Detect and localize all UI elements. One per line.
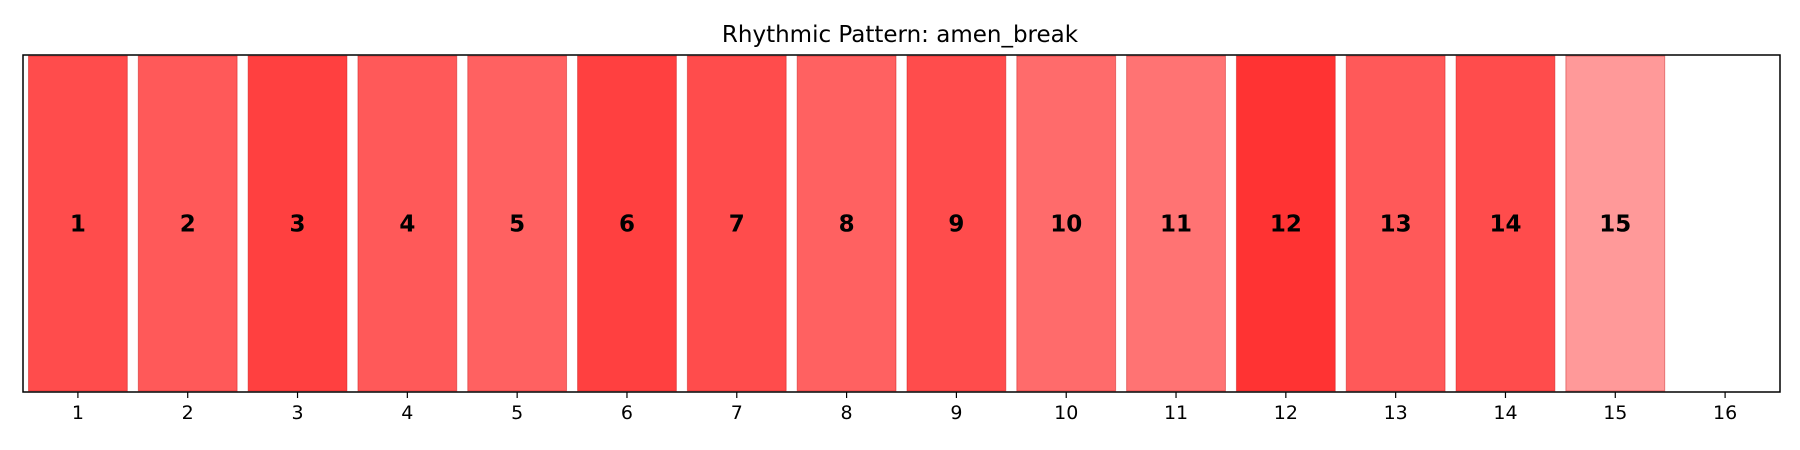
bar-label-step-8: 8 <box>839 212 855 238</box>
bar-label-step-4: 4 <box>399 212 415 238</box>
x-tick-label-2: 2 <box>182 402 194 424</box>
bar-step-2 <box>137 55 238 392</box>
bar-step-7 <box>686 55 787 392</box>
x-axis: 1 2 3 4 5 6 7 8 9 10 11 12 13 14 15 16 <box>72 392 1737 424</box>
x-tick-label-4: 4 <box>401 402 413 424</box>
x-tick-label-9: 9 <box>950 402 962 424</box>
x-tick-label-16: 16 <box>1713 402 1737 424</box>
bar-label-step-12: 12 <box>1270 212 1302 238</box>
bar-step-12 <box>1235 55 1336 392</box>
x-tick-label-15: 15 <box>1603 402 1627 424</box>
x-tick-label-1: 1 <box>72 402 84 424</box>
x-tick-label-13: 13 <box>1384 402 1408 424</box>
x-tick-label-11: 11 <box>1164 402 1188 424</box>
bar-label-step-10: 10 <box>1050 212 1082 238</box>
bar-step-9 <box>906 55 1007 392</box>
bar-step-6 <box>577 55 677 392</box>
x-tick-label-14: 14 <box>1493 402 1517 424</box>
bar-step-8 <box>796 55 897 392</box>
bar-step-15 <box>1565 55 1666 392</box>
bar-label-step-11: 11 <box>1160 212 1192 238</box>
bar-label-step-9: 9 <box>948 212 964 238</box>
plot-frame <box>22 54 1781 393</box>
x-tick-label-5: 5 <box>511 402 523 424</box>
bar-label-step-13: 13 <box>1380 212 1412 238</box>
bar-label-step-3: 3 <box>290 212 306 238</box>
bars-group <box>27 55 1666 392</box>
bar-label-step-7: 7 <box>729 212 745 238</box>
bar-label-step-5: 5 <box>509 212 525 238</box>
chart-title: Rhythmic Pattern: amen_break <box>722 22 1079 48</box>
bar-label-step-6: 6 <box>619 212 635 238</box>
bar-label-step-15: 15 <box>1599 212 1631 238</box>
bar-step-3 <box>247 55 348 392</box>
x-tick-label-12: 12 <box>1274 402 1298 424</box>
bar-step-13 <box>1345 55 1446 392</box>
bar-step-10 <box>1016 55 1117 392</box>
bar-label-step-14: 14 <box>1489 212 1521 238</box>
bar-step-14 <box>1455 55 1556 392</box>
bar-label-step-1: 1 <box>70 212 86 238</box>
bar-step-5 <box>467 55 568 392</box>
x-tick-label-7: 7 <box>731 402 743 424</box>
x-tick-label-3: 3 <box>291 402 303 424</box>
bar-step-11 <box>1126 55 1226 392</box>
bar-step-1 <box>27 55 128 392</box>
bar-label-step-2: 2 <box>180 212 196 238</box>
x-tick-label-6: 6 <box>621 402 633 424</box>
bar-step-4 <box>357 55 458 392</box>
x-tick-label-8: 8 <box>841 402 853 424</box>
x-tick-label-10: 10 <box>1054 402 1078 424</box>
bar-labels-group: 1 2 3 4 5 6 7 8 9 10 11 12 13 14 15 <box>70 212 1631 238</box>
